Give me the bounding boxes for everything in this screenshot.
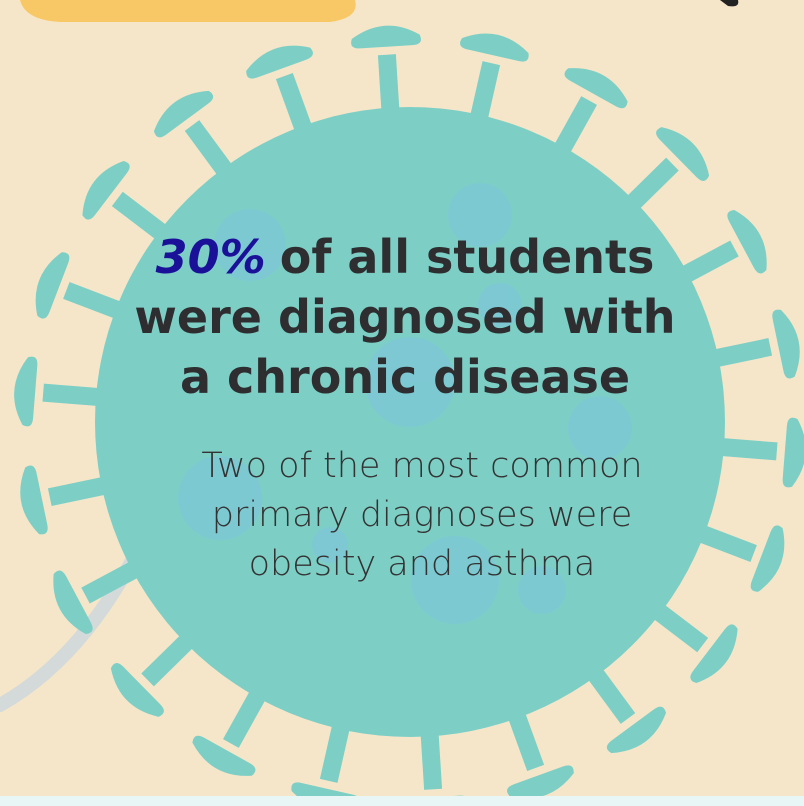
spike-cap xyxy=(460,33,529,62)
spike-cap xyxy=(192,735,256,776)
spike-cap xyxy=(772,309,800,379)
spot xyxy=(178,456,262,540)
spike-cap xyxy=(53,570,93,635)
spot xyxy=(568,396,632,460)
body-line: obesity and asthma xyxy=(249,544,596,584)
highlight: 30% xyxy=(156,230,266,284)
spike-cap xyxy=(606,706,667,754)
spot xyxy=(448,183,512,247)
spot xyxy=(365,337,455,427)
corner-mark xyxy=(720,0,739,7)
virus-spots xyxy=(178,183,632,624)
spot xyxy=(214,209,286,281)
spike-cap xyxy=(20,465,48,535)
spike-cap xyxy=(750,525,785,592)
spike-cap xyxy=(564,68,628,109)
spike-cap xyxy=(727,209,767,274)
virus-spikes xyxy=(14,25,804,806)
spike-cap xyxy=(656,127,710,181)
spike-cap xyxy=(246,45,313,79)
headline-line: were diagnosed with xyxy=(134,290,675,344)
spike-cap xyxy=(35,252,70,319)
body-line: Two of the most common xyxy=(201,446,642,486)
spot xyxy=(518,566,566,614)
bottom-strip xyxy=(0,796,804,806)
spot xyxy=(312,527,348,563)
spike-cap xyxy=(690,624,738,684)
headline-line: a chronic disease xyxy=(180,350,630,404)
spike-cap xyxy=(351,25,421,49)
spike-cap xyxy=(153,90,214,138)
body-line: primary diagnoses were xyxy=(212,495,633,535)
headline-text: of all students xyxy=(280,230,655,284)
yellow-banner xyxy=(20,0,356,22)
headline-line: 30% of all students xyxy=(156,230,655,284)
spot xyxy=(411,536,499,624)
spike-cap xyxy=(782,417,804,488)
spike-cap xyxy=(507,765,574,799)
spot xyxy=(478,283,522,327)
spike-cap xyxy=(110,663,164,717)
spike-cap xyxy=(14,356,38,427)
spike-cap xyxy=(82,160,130,220)
